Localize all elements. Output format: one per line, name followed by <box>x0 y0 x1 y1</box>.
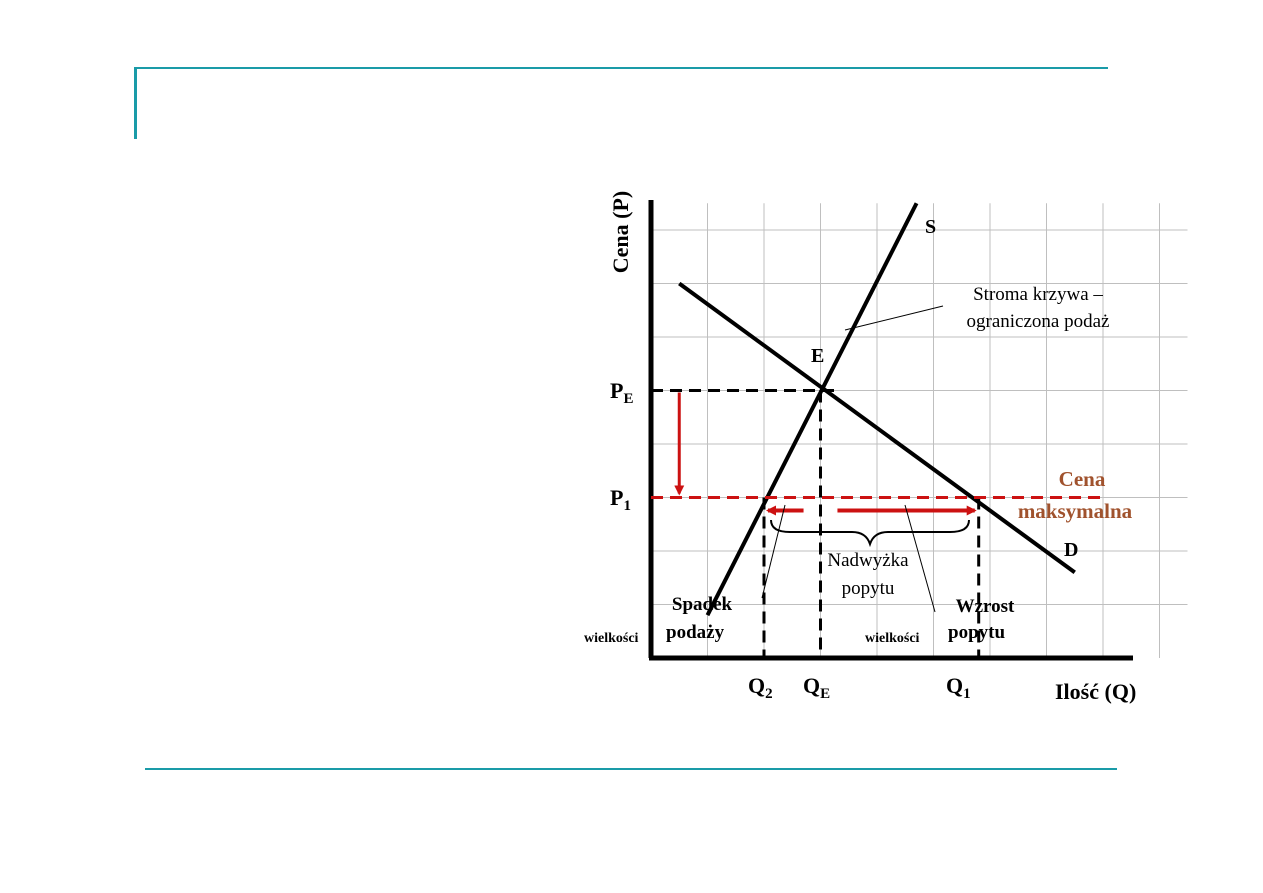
surplus-note-line1: Nadwyżka <box>827 550 909 571</box>
equilibrium-label: E <box>811 345 824 367</box>
chart-grid <box>651 203 1188 658</box>
supply-curve <box>705 202 919 617</box>
supply-drop-note-line2b: podaży <box>666 622 725 643</box>
supply-curve-label: S <box>925 216 936 238</box>
p1-tick-label: P1 <box>610 485 631 514</box>
demand-rise-note-line2a: wielkości <box>865 631 920 646</box>
supply-drop-note-line1: Spadek <box>672 594 733 615</box>
slide-frame-top-line <box>136 67 1108 69</box>
demand-curve <box>678 281 1076 575</box>
steep-curve-note-line1: Stroma krzywa – <box>973 284 1103 305</box>
supply-drop-note-line2a: wielkości <box>584 631 639 646</box>
demand-rise-note-line1: Wzrost <box>956 596 1015 617</box>
q2-tick-label: Q2 <box>748 673 773 702</box>
demand-rise-pointer <box>904 504 936 613</box>
pe-tick-label: PE <box>610 378 633 407</box>
demand-curve-label: D <box>1064 539 1078 561</box>
supply-drop-pointer <box>761 504 786 599</box>
steep-curve-note-line2: ograniczona podaż <box>967 311 1110 332</box>
y-axis-label: Cena (P) <box>608 191 633 273</box>
q1-tick-label: Q1 <box>946 673 971 702</box>
price-ceiling-label-line1: Cena <box>1059 467 1106 491</box>
x-axis-label: Ilość (Q) <box>1055 679 1136 704</box>
steep-curve-pointer <box>844 305 944 331</box>
surplus-note-line2: popytu <box>842 578 895 599</box>
slide-frame-left-line <box>134 67 137 139</box>
slide-frame-bottom-line <box>145 768 1117 770</box>
demand-rise-note-line2b: popytu <box>948 622 1005 643</box>
qe-tick-label: QE <box>803 673 830 702</box>
price-ceiling-label-line2: maksymalna <box>1018 499 1133 523</box>
surplus-brace <box>770 519 970 548</box>
